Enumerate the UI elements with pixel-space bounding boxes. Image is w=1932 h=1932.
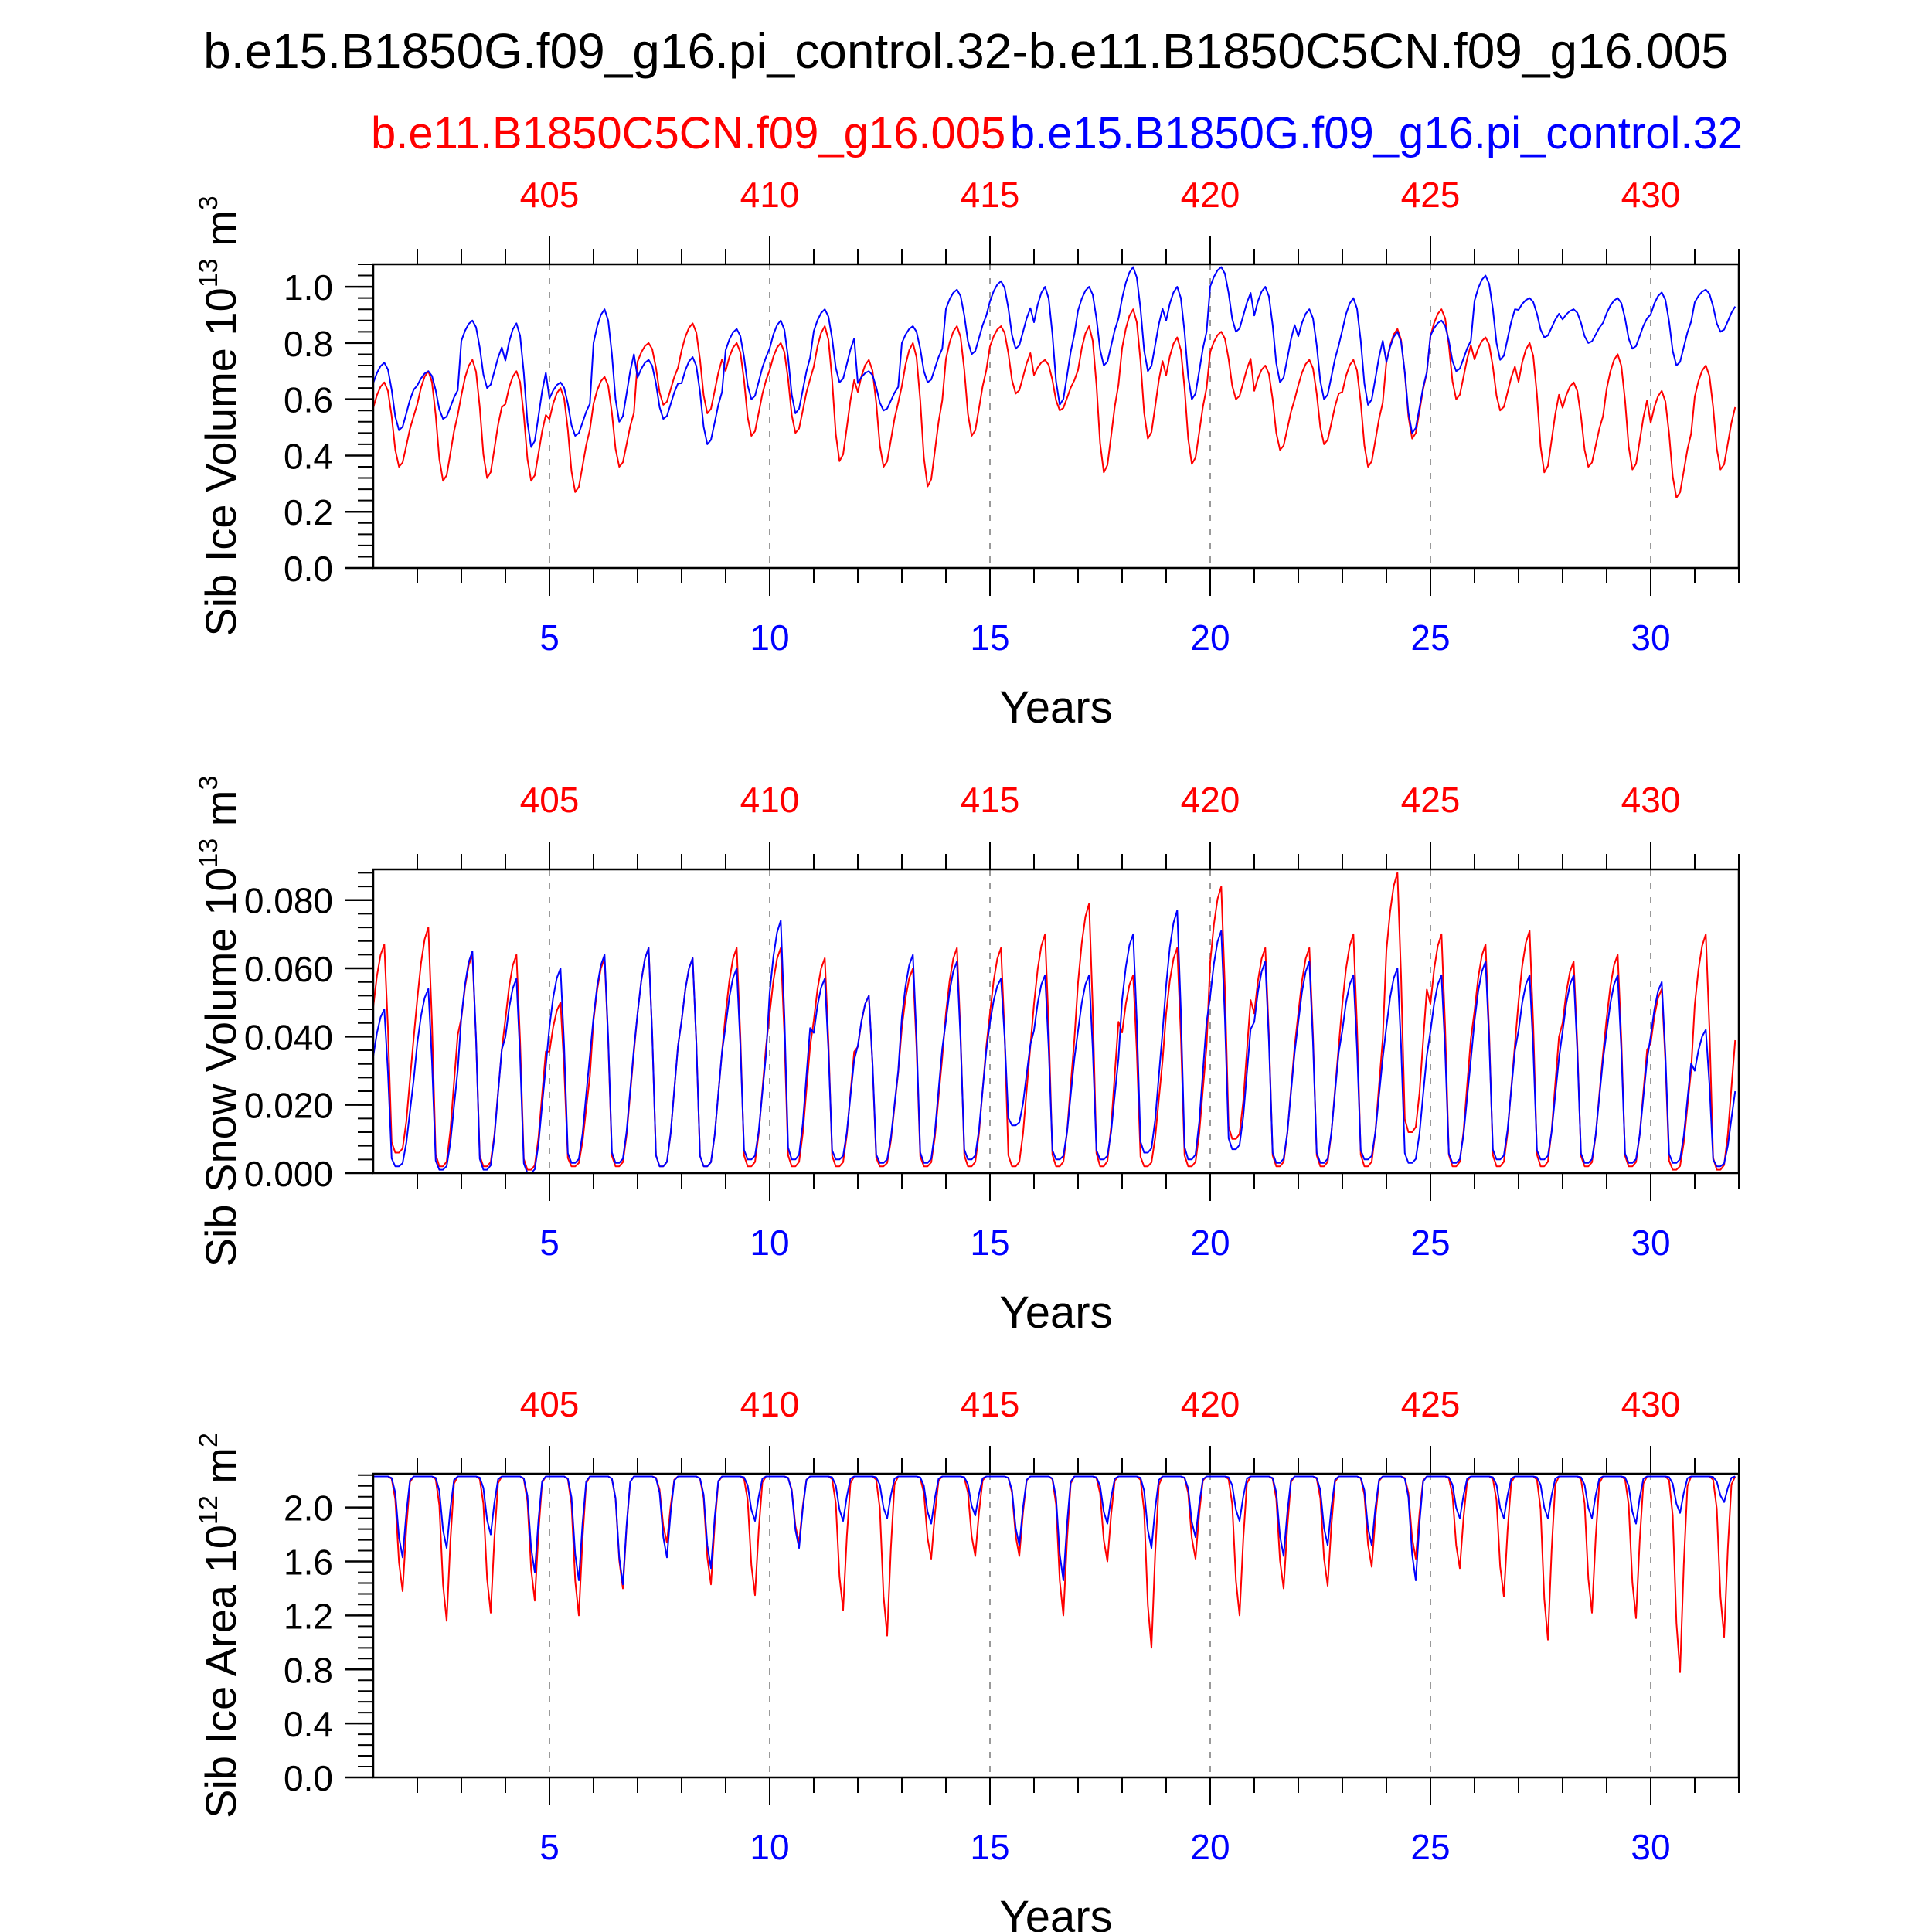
x-top-tick-label: 405: [520, 1384, 580, 1424]
y-tick-label: 1.0: [284, 267, 333, 308]
y-tick-label: 0.2: [284, 492, 333, 532]
y-tick-label: 0.8: [284, 324, 333, 364]
y-tick-label: 0.000: [244, 1154, 333, 1194]
legend-red-label: b.e11.B1850C5CN.f09_g16.005: [371, 108, 1005, 158]
y-tick-label: 0.040: [244, 1017, 333, 1057]
y-tick-label: 1.6: [284, 1543, 333, 1583]
series-line-blue: [373, 1475, 1736, 1586]
y-axis-label: Sib Ice Area 1012 m2: [194, 1433, 245, 1818]
x-bottom-tick-label: 5: [539, 1223, 560, 1263]
x-bottom-tick-label: 25: [1410, 1223, 1450, 1263]
y-axis-label: Sib Snow Volume 1013 m3: [194, 776, 245, 1267]
x-top-tick-label: 430: [1621, 175, 1681, 215]
x-top-tick-label: 430: [1621, 1384, 1681, 1424]
x-bottom-tick-label: 15: [970, 1223, 1009, 1263]
series-line-blue: [372, 266, 1736, 448]
x-top-tick-label: 420: [1181, 780, 1240, 820]
y-tick-label: 0.080: [244, 881, 333, 921]
x-top-tick-label: 410: [740, 175, 800, 215]
x-bottom-tick-label: 20: [1190, 1827, 1230, 1867]
x-top-tick-label: 415: [961, 175, 1020, 215]
x-top-tick-label: 405: [520, 780, 580, 820]
panel-ice-area: 0.0 0.4 0.8 1.2 1.6 2.0 5 405 10 410 15 415 20 420 25 4…: [194, 1384, 1740, 1932]
x-bottom-tick-label: 25: [1410, 617, 1450, 658]
plot-frame: [372, 868, 1740, 1175]
legend-blue-label: b.e15.B1850G.f09_g16.pi_control.32: [1010, 108, 1743, 158]
x-axis-label: Years: [999, 1287, 1112, 1338]
x-bottom-tick-label: 30: [1631, 617, 1670, 658]
y-tick-label: 0.060: [244, 949, 333, 989]
x-bottom-tick-label: 10: [750, 617, 789, 658]
x-bottom-tick-label: 5: [539, 617, 560, 658]
y-tick-label: 1.2: [284, 1596, 333, 1636]
x-bottom-tick-label: 10: [750, 1223, 789, 1263]
y-tick-label: 0.0: [284, 549, 333, 589]
x-top-tick-label: 425: [1401, 175, 1461, 215]
x-bottom-tick-label: 30: [1631, 1827, 1670, 1867]
y-tick-label: 0.020: [244, 1086, 333, 1126]
x-top-tick-label: 425: [1401, 1384, 1461, 1424]
y-tick-label: 0.4: [284, 436, 333, 476]
y-tick-label: 2.0: [284, 1488, 333, 1529]
x-top-tick-label: 405: [520, 175, 580, 215]
x-top-tick-label: 430: [1621, 780, 1681, 820]
figure-title: b.e15.B1850G.f09_g16.pi_control.32-b.e11…: [203, 23, 1729, 79]
series-line-blue: [372, 910, 1736, 1174]
plot-frame: [372, 263, 1740, 570]
y-tick-label: 0.6: [284, 380, 333, 420]
x-top-tick-label: 425: [1401, 780, 1461, 820]
x-axis-label: Years: [999, 1892, 1112, 1932]
x-top-tick-label: 410: [740, 1384, 800, 1424]
x-top-tick-label: 420: [1181, 175, 1240, 215]
x-bottom-tick-label: 15: [970, 617, 1009, 658]
x-bottom-tick-label: 30: [1631, 1223, 1670, 1263]
y-tick-label: 0.4: [284, 1704, 333, 1744]
series-line-red: [372, 308, 1736, 498]
x-top-tick-label: 410: [740, 780, 800, 820]
x-top-tick-label: 415: [961, 780, 1020, 820]
x-bottom-tick-label: 20: [1190, 1223, 1230, 1263]
y-axis-label: Sib Ice Volume 1013 m3: [194, 196, 245, 636]
x-bottom-tick-label: 15: [970, 1827, 1009, 1867]
x-bottom-tick-label: 25: [1410, 1827, 1450, 1867]
x-top-tick-label: 420: [1181, 1384, 1240, 1424]
x-bottom-tick-label: 20: [1190, 617, 1230, 658]
x-bottom-tick-label: 5: [539, 1827, 560, 1867]
panel-ice-volume: 0.0 0.2 0.4 0.6 0.8 1.0 5 405 10 410 15 415 20 420 25 4…: [194, 175, 1740, 733]
y-tick-label: 0.0: [284, 1758, 333, 1798]
series-line-red: [372, 872, 1736, 1171]
panel-snow-volume: 0.000 0.020 0.040 0.060 0.080 5 405 10 410 15 415 2…: [194, 776, 1740, 1338]
x-top-tick-label: 415: [961, 1384, 1020, 1424]
x-axis-label: Years: [999, 682, 1112, 733]
x-bottom-tick-label: 10: [750, 1827, 789, 1867]
y-tick-label: 0.8: [284, 1650, 333, 1690]
